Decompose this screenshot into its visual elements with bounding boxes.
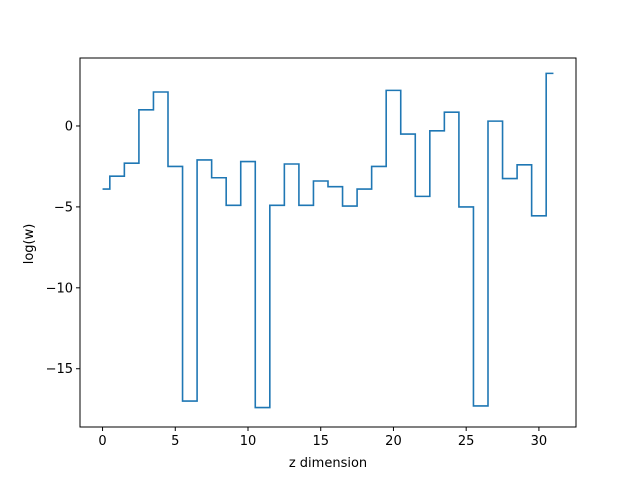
x-tick-label: 30 xyxy=(531,434,548,449)
series-line xyxy=(102,72,554,409)
plot-frame xyxy=(79,57,577,428)
plot-area xyxy=(79,57,577,428)
x-tick-label: 10 xyxy=(240,434,257,449)
y-tick-label: −15 xyxy=(46,362,73,377)
y-tick-label: 0 xyxy=(65,119,73,134)
y-axis-label: log(w) xyxy=(22,224,37,265)
x-tick-label: 15 xyxy=(312,434,329,449)
x-tick-label: 25 xyxy=(458,434,475,449)
x-tick-label: 5 xyxy=(171,434,179,449)
y-tick-label: −10 xyxy=(46,281,73,296)
x-axis-label: z dimension xyxy=(289,456,367,471)
x-tick-label: 0 xyxy=(98,434,106,449)
x-axis-ticks: 0 5 10 15 20 25 30 xyxy=(98,427,547,449)
y-axis-ticks: 0 −5 −10 −15 xyxy=(46,119,80,377)
y-tick-label: −5 xyxy=(54,200,73,215)
x-tick-label: 20 xyxy=(385,434,402,449)
